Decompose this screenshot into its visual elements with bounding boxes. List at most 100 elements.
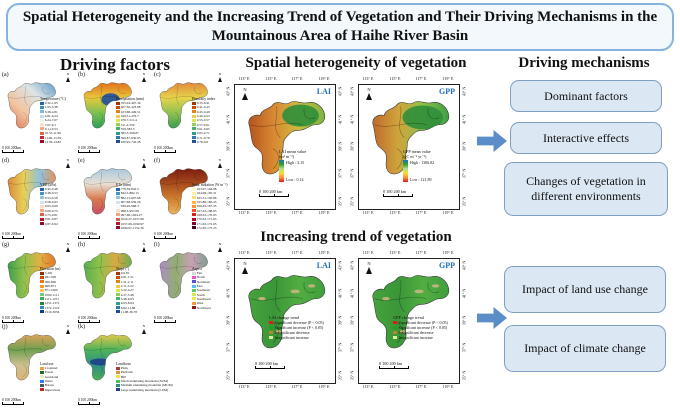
legend-item: 5.48-6.93	[116, 297, 154, 301]
lat-label: 41° N	[337, 288, 343, 298]
legend-item: Cropland	[40, 366, 78, 370]
scale-bar-tick	[394, 366, 395, 368]
legend-ramp-row: High : 1306.82 Low : 121.89	[403, 160, 457, 182]
legend-color-chip	[40, 297, 44, 301]
legend-item: 599.87-630.95	[116, 135, 154, 140]
legend-item: 9.1-10.53	[40, 127, 78, 131]
factor-scale-bar: 0 100 200km	[154, 232, 176, 239]
legend-item-label: 0.41-0.45	[196, 105, 210, 110]
legend-item-label: 476.7-511.4	[120, 118, 137, 123]
lon-label: 113° E	[362, 210, 374, 215]
box-dominant-factors: Dominant factors	[510, 80, 662, 112]
legend-item: Small undulating mountain (SUM)	[116, 379, 168, 383]
legend-item-label: 165.31-165.86	[196, 195, 217, 200]
legend-item: 170.63-171.63	[192, 217, 230, 221]
scale-bar-label: 0 100 200km	[78, 232, 97, 236]
legend-item: 968.3-997.68	[116, 208, 154, 213]
lat-label: 41° N	[349, 114, 355, 124]
factor-map-legend: Aspect Flat North Northeast East Southeast Sou…	[192, 267, 230, 310]
scale-bar-line	[78, 402, 100, 405]
factor-scale-bar: 0 100 200km	[2, 316, 24, 323]
color-ramp	[403, 160, 408, 182]
scale-bar-line	[2, 150, 24, 153]
legend-item-label: 1099.97-1152.36	[120, 225, 144, 230]
legend-color-chip	[192, 271, 196, 275]
factor-map-label: (g)	[2, 242, 9, 248]
legend-item: 171.63-172.65	[192, 221, 230, 226]
legend-item: North	[192, 275, 230, 279]
legend-color-chip	[40, 293, 44, 297]
factor-map-legend: Slope (°) 0-0.81 0.81-1.51 1.51-2.11 2.11-3.…	[116, 267, 154, 314]
box-label: Changes of vegetation in different envir…	[526, 174, 646, 203]
map-legend: GPP change trend Significant decrease (P …	[393, 315, 457, 340]
legend-item-label: 9.1-10.53	[44, 126, 58, 131]
legend-color-chip	[40, 101, 44, 105]
legend-item-label: 907.68-939.26	[120, 200, 141, 205]
scale-bar-line	[154, 236, 176, 239]
north-arrow-tip	[217, 246, 222, 252]
legend-item-label: Medium undulating mountain (MUM)	[120, 383, 173, 388]
legend-item-label: South	[196, 292, 205, 297]
box-label: Impact of land use change	[522, 282, 648, 296]
legend-color-chip	[40, 288, 44, 292]
legend-color-chip	[116, 196, 120, 200]
legend-item-label: 882.15-907.68	[120, 195, 141, 200]
scale-bar-line	[259, 194, 289, 197]
factor-scale-bar: 0 100 200km	[154, 316, 176, 323]
legend-item: Southwest	[192, 297, 230, 301]
lat-label: 37° N	[461, 343, 467, 353]
lon-label: 115° E	[389, 76, 401, 81]
legend-item: 0.57-0.61	[192, 122, 230, 127]
legend-color-chip	[116, 383, 120, 387]
legend-item: 172.65-175.23	[192, 226, 230, 230]
legend-color-chip	[116, 375, 120, 379]
legend-item-label: Flat	[196, 271, 202, 276]
legend-item-label: Insignificant increase	[274, 335, 309, 340]
lon-label: 119° E	[442, 76, 454, 81]
north-arrow-tip	[65, 76, 70, 82]
legend-item-label: 2.11-3.22	[120, 284, 134, 289]
legend-item-label: 968.3-997.68	[120, 208, 139, 213]
legend-item-label: 11.68-36.78	[120, 309, 137, 314]
map-title: GPP	[439, 87, 455, 96]
legend-item-label: 939.26-968.3	[120, 204, 139, 209]
scale-bar-label: 0 100 200km	[78, 316, 97, 320]
legend-item-label: 166.45-167.45	[196, 204, 217, 209]
lon-label: 115° E	[265, 76, 277, 81]
box-land-use-impact: Impact of land use change	[504, 266, 666, 313]
legend-item-label: Cropland	[44, 366, 58, 371]
legend-item-label: 0.81-0.87	[44, 217, 58, 222]
legend-item-label: Barren	[44, 383, 54, 388]
legend-unit: (gC m⁻² yr⁻¹)	[403, 154, 427, 159]
legend-item-label: Southwest	[196, 296, 211, 301]
factor-map-label: (e)	[78, 158, 85, 164]
factor-scale-bar: 0 100 200km	[78, 316, 100, 323]
legend-item: 0.61-0.65	[192, 127, 230, 131]
lon-label: 113° E	[238, 76, 250, 81]
north-arrow-icon: N	[140, 158, 148, 168]
north-arrow-tip	[365, 92, 372, 100]
legend-item-label: Plain	[120, 366, 128, 371]
legend-item-label: 1024.27-1057.66	[120, 217, 144, 222]
scale-bar-label: 0 100 200km	[2, 398, 21, 402]
map-frame: N GPP GPP mean value (gC m⁻² yr⁻¹) High : 13…	[358, 84, 460, 210]
lon-label: 113° E	[362, 250, 374, 255]
vegetation-map-gpp-heterogeneity: 113° E 113° E 115° E 115° E 117° E 117° E 119°…	[346, 75, 472, 221]
north-arrow-tip	[241, 266, 248, 274]
legend-item: East	[192, 284, 230, 288]
legend-color-chip	[269, 325, 273, 330]
legend-color-chip	[40, 118, 44, 122]
box-label: Interactive effects	[542, 130, 630, 145]
legend-item-label: 583.5-599.87	[120, 131, 139, 136]
legend-title: Humidity index	[192, 97, 216, 101]
legend-item: 1057.66-1099.97	[116, 221, 154, 226]
legend-item: 511.4-559	[116, 122, 154, 127]
legend-color-chip	[116, 209, 120, 213]
box-interactive-effects: Interactive effects	[510, 122, 662, 154]
lon-label: 113° E	[362, 384, 374, 389]
scale-bar-tick	[13, 402, 14, 404]
legend-item: Hill	[116, 375, 154, 379]
legend-item: Flat	[192, 271, 230, 275]
legend-color-chip	[192, 226, 196, 230]
legend-color-chip	[40, 306, 44, 310]
